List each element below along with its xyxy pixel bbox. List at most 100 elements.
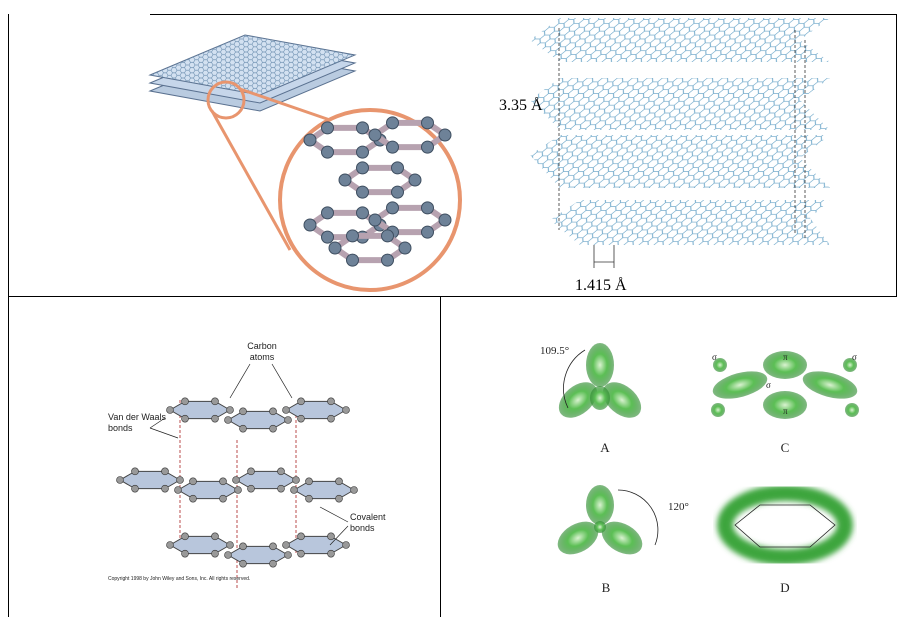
atom	[232, 476, 240, 484]
atom	[321, 230, 334, 244]
atom	[327, 397, 335, 406]
spacing-label: 3.35 Å	[499, 96, 543, 114]
label: Covalent	[350, 512, 386, 522]
atom	[189, 477, 197, 486]
atom	[305, 494, 313, 503]
bond	[169, 535, 231, 555]
atom	[398, 241, 412, 255]
orbital-label: σ	[852, 352, 857, 362]
atom	[284, 551, 292, 559]
atom	[284, 416, 292, 424]
atom	[321, 206, 334, 220]
atom	[166, 541, 174, 549]
graphite-layers: 3.35 Å 1.415 Å	[499, 18, 830, 294]
label: atoms	[250, 352, 275, 362]
panel-label: D	[780, 580, 789, 595]
atom	[438, 213, 452, 227]
atom	[338, 173, 352, 187]
orbital-label: π	[783, 406, 788, 416]
atom	[219, 477, 227, 486]
atom	[181, 414, 189, 423]
atom	[219, 494, 227, 503]
bond	[292, 480, 356, 500]
atom	[116, 476, 124, 484]
atom	[386, 140, 399, 154]
atom	[290, 486, 298, 494]
atom	[226, 541, 234, 549]
atom	[174, 486, 182, 494]
atom	[161, 467, 169, 476]
copyright: Copyright 1998 by John Wiley and Sons, I…	[108, 576, 250, 582]
atom	[181, 549, 189, 558]
orbital-label: π	[783, 352, 788, 362]
atom	[269, 407, 277, 416]
bond	[176, 480, 240, 500]
atom	[408, 173, 422, 187]
atom	[224, 551, 232, 559]
atom	[368, 128, 382, 142]
atom	[297, 414, 305, 423]
orbital-label: σ	[766, 380, 771, 390]
orbitals: 109.5° 120° A B C D σ σ σ π π	[540, 343, 859, 595]
atom	[350, 486, 358, 494]
atom	[356, 161, 369, 175]
atom	[421, 201, 434, 215]
bond	[234, 470, 298, 490]
atom	[189, 494, 197, 503]
atom	[211, 414, 219, 423]
atom	[131, 467, 139, 476]
label: bonds	[108, 423, 133, 433]
atom	[421, 225, 434, 239]
layer-diagram	[116, 397, 358, 590]
atom	[297, 549, 305, 558]
atom	[368, 213, 382, 227]
atom	[239, 407, 247, 416]
table-borders	[8, 14, 897, 617]
atom	[297, 397, 305, 406]
label: Van der Waals	[108, 412, 167, 422]
atom	[234, 486, 242, 494]
atom	[211, 532, 219, 541]
label: bonds	[350, 523, 375, 533]
atom	[226, 406, 234, 414]
atom	[328, 241, 342, 255]
atom	[356, 185, 369, 199]
atom	[438, 128, 452, 142]
atom	[321, 121, 334, 135]
atom	[269, 559, 277, 568]
atom	[391, 161, 404, 175]
layer-labels: Carbon atoms Van der Waals bonds Covalen…	[108, 341, 386, 582]
atom	[391, 185, 404, 199]
graphite-sheets	[148, 34, 462, 292]
atom	[346, 253, 359, 267]
atom	[282, 406, 290, 414]
label: Carbon	[247, 341, 277, 351]
atom	[346, 229, 359, 243]
atom	[176, 476, 184, 484]
angle-label: 109.5°	[540, 345, 569, 357]
atom	[421, 116, 434, 130]
bond	[226, 410, 290, 430]
atom	[303, 218, 317, 232]
atom	[239, 542, 247, 551]
bond	[285, 535, 347, 555]
atom	[381, 229, 394, 243]
orbital-label: σ	[712, 352, 717, 362]
panel-label: B	[602, 580, 611, 595]
atom	[327, 414, 335, 423]
atom	[421, 140, 434, 154]
atom	[166, 406, 174, 414]
atom	[321, 145, 334, 159]
atom	[181, 397, 189, 406]
atom	[181, 532, 189, 541]
bond	[168, 400, 232, 420]
atom	[335, 477, 343, 486]
atom	[239, 559, 247, 568]
atom	[277, 467, 285, 476]
atom	[247, 484, 255, 493]
bond-length-label: 1.415 Å	[575, 276, 627, 294]
atom	[297, 532, 305, 541]
atom	[342, 541, 350, 549]
atom	[247, 467, 255, 476]
